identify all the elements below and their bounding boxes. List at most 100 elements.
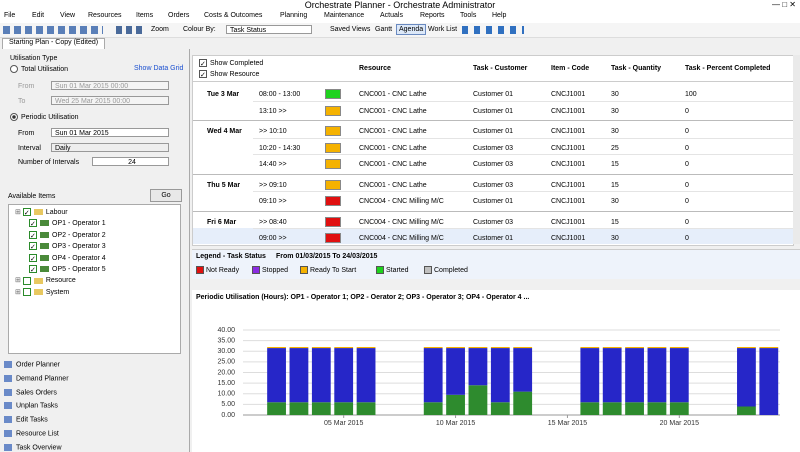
nav-label: Task Overview bbox=[16, 444, 62, 452]
bar-segment bbox=[513, 391, 533, 415]
bar-segment bbox=[334, 347, 354, 349]
menu-item[interactable]: Costs & Outcomes bbox=[204, 12, 263, 19]
nav-item[interactable]: Sales Orders bbox=[4, 388, 57, 396]
scrollbar[interactable] bbox=[793, 55, 800, 244]
bar-segment bbox=[625, 347, 644, 349]
window-controls[interactable]: — □ ✕ bbox=[772, 0, 796, 9]
row-highlight bbox=[193, 228, 793, 244]
menu-item[interactable]: Reports bbox=[420, 12, 445, 19]
saved-views[interactable]: Saved Views bbox=[330, 26, 371, 33]
menu-item[interactable]: Actuals bbox=[380, 12, 403, 19]
toolbar-icons[interactable] bbox=[3, 26, 103, 34]
nav-item[interactable]: Resource List bbox=[4, 430, 59, 437]
tree-item[interactable]: ⊞ System bbox=[15, 287, 70, 296]
tree-item[interactable]: ⊞ ✓ Labour bbox=[15, 208, 68, 218]
field-label: To bbox=[18, 98, 26, 105]
column-header: Item - Code bbox=[551, 65, 590, 72]
customer: Customer 03 bbox=[473, 144, 514, 152]
nav-item[interactable]: Task Overview bbox=[4, 443, 62, 452]
item-code: CNCJ1001 bbox=[551, 128, 586, 135]
x-tick-label: 05 Mar 2015 bbox=[324, 420, 363, 427]
quantity: 30 bbox=[611, 198, 619, 205]
row-separator bbox=[253, 191, 793, 192]
legend-range: From 01/03/2015 To 24/03/2015 bbox=[276, 253, 378, 260]
bar-segment bbox=[647, 402, 667, 415]
nav-item[interactable]: Unplan Tasks bbox=[4, 402, 58, 410]
bar-segment bbox=[669, 348, 689, 403]
task-time: 09:00 >> bbox=[259, 235, 287, 242]
bar-segment bbox=[490, 402, 510, 415]
menu-item[interactable]: File bbox=[4, 12, 16, 19]
tree-item[interactable]: ✓ OP2 - Operator 2 bbox=[29, 230, 106, 240]
legend-title: Legend - Task Status bbox=[196, 253, 266, 260]
tree-label: OP2 - Operator 2 bbox=[52, 231, 106, 239]
resource: CNC004 - CNC Milling M/C bbox=[359, 218, 444, 226]
radio-periodic[interactable]: Periodic Utilisation bbox=[10, 113, 79, 121]
row-separator bbox=[253, 154, 793, 155]
resource: CNC001 - CNC Lathe bbox=[359, 181, 427, 189]
legend-label: Completed bbox=[434, 266, 468, 274]
colour-by-select[interactable]: Task Status bbox=[226, 25, 312, 34]
tree-item[interactable]: ⊞ Resource bbox=[15, 276, 76, 285]
tree-item[interactable]: ✓ OP4 - Operator 4 bbox=[29, 253, 106, 263]
menu-item[interactable]: Tools bbox=[460, 12, 477, 19]
resource: CNC001 - CNC Lathe bbox=[359, 144, 427, 152]
bar-segment bbox=[267, 402, 286, 415]
nav-label: Resource List bbox=[16, 430, 59, 438]
radio-label: Periodic Utilisation bbox=[21, 113, 79, 121]
bar-segment bbox=[737, 347, 756, 349]
quantity: 30 bbox=[611, 107, 619, 115]
go-button[interactable]: Go bbox=[150, 189, 182, 202]
radio-total[interactable]: Total Utilisation bbox=[10, 65, 68, 73]
row-separator bbox=[253, 228, 793, 229]
menu-item[interactable]: Edit bbox=[32, 12, 45, 19]
bar-segment bbox=[490, 347, 510, 349]
interval-select[interactable]: Daily bbox=[51, 143, 169, 152]
agenda-button[interactable]: Agenda bbox=[396, 24, 427, 35]
show-data-grid-link[interactable]: Show Data Grid bbox=[134, 65, 184, 72]
item-code: CNCJ1001 bbox=[551, 107, 586, 115]
intervals-input[interactable]: 24 bbox=[92, 157, 169, 166]
item-code: CNCJ1001 bbox=[551, 161, 586, 168]
tree-item[interactable]: ✓ OP1 - Operator 1 bbox=[29, 219, 106, 229]
quantity: 15 bbox=[611, 181, 619, 189]
show-completed-checkbox[interactable]: ✓ Show Completed bbox=[199, 59, 264, 68]
nav-item[interactable]: Edit Tasks bbox=[4, 416, 48, 424]
menu-item[interactable]: Resources bbox=[88, 12, 122, 19]
menu-item[interactable]: View bbox=[60, 12, 76, 19]
menu-item[interactable]: Items bbox=[136, 12, 154, 19]
resource: CNC001 - CNC Lathe bbox=[359, 107, 427, 115]
tree-label: System bbox=[45, 288, 70, 296]
menu-item[interactable]: Maintenance bbox=[324, 12, 365, 19]
bar-segment bbox=[334, 348, 354, 403]
periodic-from-input[interactable]: Sun 01 Mar 2015 bbox=[51, 128, 169, 137]
zoom-icons[interactable] bbox=[116, 26, 146, 34]
legend-item: Started bbox=[376, 266, 409, 274]
menu-item[interactable]: Orders bbox=[168, 12, 190, 19]
tree-label: OP5 - Operator 5 bbox=[52, 265, 106, 273]
legend-label: Ready To Start bbox=[310, 266, 357, 274]
document-tab[interactable]: Starting Plan - Copy (Edited) bbox=[2, 38, 106, 49]
zoom-button[interactable]: Zoom bbox=[151, 26, 169, 33]
status-swatch bbox=[325, 196, 341, 206]
x-tick-label: 10 Mar 2015 bbox=[436, 420, 475, 427]
bar-segment bbox=[423, 348, 443, 403]
tree-item[interactable]: ✓ OP3 - Operator 3 bbox=[29, 242, 106, 252]
work-list-button[interactable]: Work List bbox=[428, 26, 458, 33]
nav-item[interactable]: Demand Planner bbox=[4, 374, 69, 382]
nav-item[interactable]: Order Planner bbox=[4, 361, 60, 368]
menu-item[interactable]: Help bbox=[492, 12, 507, 19]
column-header: Resource bbox=[359, 65, 391, 72]
bar-segment bbox=[446, 347, 465, 349]
task-time: 14:40 >> bbox=[259, 161, 287, 168]
tree-item[interactable]: ✓ OP5 - Operator 5 bbox=[29, 265, 106, 274]
bar-segment bbox=[647, 348, 667, 403]
bar-segment bbox=[580, 348, 600, 403]
nav-list: Order Planner Demand Planner Sales Orders U… bbox=[0, 361, 189, 452]
gantt-button[interactable]: Gantt bbox=[375, 26, 393, 33]
y-tick-label: 25.00 bbox=[217, 359, 235, 366]
nav-icons[interactable] bbox=[462, 26, 524, 34]
show-resource-checkbox[interactable]: ✓ Show Resource bbox=[199, 70, 260, 79]
menu-item[interactable]: Planning bbox=[280, 12, 308, 19]
legend-item: Completed bbox=[424, 266, 468, 274]
